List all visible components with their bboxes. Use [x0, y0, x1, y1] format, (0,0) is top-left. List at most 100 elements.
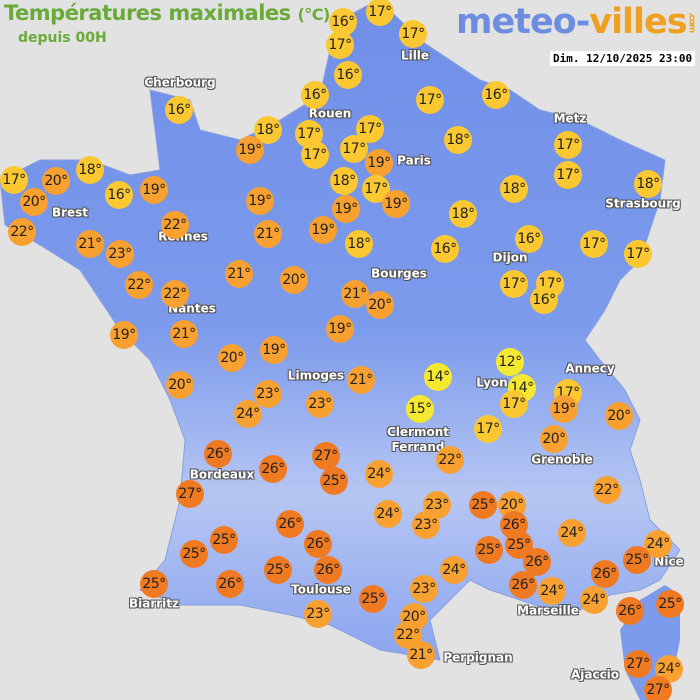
temperature-marker: 26° [304, 530, 332, 558]
temperature-marker: 16° [431, 235, 459, 263]
temperature-marker: 12° [496, 348, 524, 376]
temperature-marker: 21° [225, 260, 253, 288]
temperature-marker: 25° [180, 540, 208, 568]
temperature-marker: 22° [161, 280, 189, 308]
temperature-marker: 21° [170, 320, 198, 348]
city-label: Ajaccio [570, 667, 620, 682]
temperature-marker: 19° [260, 336, 288, 364]
temperature-marker: 19° [246, 187, 274, 215]
temperature-marker: 18° [634, 170, 662, 198]
temperature-marker: 27° [176, 480, 204, 508]
temperature-marker: 17° [500, 390, 528, 418]
temperature-marker: 26° [259, 455, 287, 483]
temperature-marker: 19° [365, 149, 393, 177]
map-title: Températures maximales (°C) [4, 1, 330, 25]
temperature-marker: 17° [580, 230, 608, 258]
city-label: Perpignan [443, 650, 513, 665]
temperature-marker: 23° [304, 600, 332, 628]
temperature-marker: 23° [106, 240, 134, 268]
temperature-marker: 26° [509, 571, 537, 599]
temperature-marker: 26° [591, 560, 619, 588]
temperature-marker: 21° [347, 366, 375, 394]
temperature-marker: 22° [8, 218, 36, 246]
temperature-marker: 18° [500, 175, 528, 203]
temperature-marker: 22° [125, 271, 153, 299]
temperature-marker: 24° [644, 530, 672, 558]
temperature-marker: 17° [326, 31, 354, 59]
temperature-marker: 17° [399, 20, 427, 48]
temperature-marker: 25° [623, 546, 651, 574]
city-label: Nice [654, 554, 684, 569]
temperature-marker: 18° [345, 230, 373, 258]
temperature-marker: 16° [105, 181, 133, 209]
city-label: Strasbourg [605, 196, 681, 211]
temperature-marker: 27° [624, 650, 652, 678]
temperature-marker: 23° [254, 380, 282, 408]
city-label: Metz [553, 111, 587, 126]
temperature-marker: 25° [140, 570, 168, 598]
temperature-marker: 22° [593, 476, 621, 504]
temperature-marker: 26° [276, 510, 304, 538]
temperature-marker: 21° [341, 280, 369, 308]
temperature-marker: 17° [416, 86, 444, 114]
temperature-marker: 23° [423, 491, 451, 519]
temperature-marker: 25° [320, 467, 348, 495]
temperature-marker: 17° [500, 270, 528, 298]
temperature-marker: 17° [301, 141, 329, 169]
temperature-marker: 24° [374, 500, 402, 528]
temperature-marker: 16° [482, 81, 510, 109]
city-label: Annecy [565, 361, 615, 376]
temperature-marker: 25° [210, 526, 238, 554]
temperature-marker: 22° [436, 446, 464, 474]
city-label: Marseille [517, 603, 579, 618]
temperature-marker: 17° [0, 166, 28, 194]
temperature-marker: 24° [234, 400, 262, 428]
temperature-marker: 20° [218, 344, 246, 372]
city-label: Biarritz [128, 596, 180, 611]
temperature-marker: 16° [530, 286, 558, 314]
temperature-marker: 25° [359, 585, 387, 613]
datetime-label: Dim. 12/10/2025 23:00 [550, 51, 696, 66]
temperature-marker: 20° [42, 167, 70, 195]
temperature-marker: 17° [554, 161, 582, 189]
city-label: Brest [51, 205, 89, 220]
logo[interactable]: meteo-villes .com [456, 2, 697, 42]
temperature-marker: 16° [165, 96, 193, 124]
temperature-marker: 26° [616, 597, 644, 625]
temperature-marker: 19° [140, 176, 168, 204]
temperature-marker: 25° [505, 531, 533, 559]
city-label: Lille [400, 48, 430, 63]
city-label: Rouen [308, 106, 352, 121]
temperature-marker: 19° [550, 395, 578, 423]
temperature-marker: 20° [366, 291, 394, 319]
temperature-marker: 21° [254, 220, 282, 248]
temperature-marker: 20° [20, 188, 48, 216]
temperature-marker: 23° [412, 511, 440, 539]
temperature-marker: 15° [406, 395, 434, 423]
city-label: Limoges [287, 368, 345, 383]
temperature-marker: 27° [312, 442, 340, 470]
temperature-marker: 19° [332, 195, 360, 223]
temperature-marker: 18° [444, 126, 472, 154]
temperature-marker: 20° [605, 402, 633, 430]
city-label: Bordeaux [189, 467, 255, 482]
temperature-marker: 17° [340, 135, 368, 163]
city-label: Paris [397, 153, 431, 168]
temperature-marker: 17° [474, 415, 502, 443]
city-label: Dijon [492, 250, 528, 265]
temperature-marker: 20° [280, 266, 308, 294]
temperature-marker: 20° [540, 425, 568, 453]
temperature-marker: 24° [538, 577, 566, 605]
temperature-marker: 17° [366, 0, 394, 26]
temperature-marker: 21° [407, 641, 435, 669]
temperature-marker: 16° [334, 61, 362, 89]
temperature-marker: 25° [264, 556, 292, 584]
city-label: Toulouse [291, 582, 351, 597]
temperature-marker: 24° [440, 556, 468, 584]
city-label: Grenoble [531, 452, 593, 467]
temperature-marker: 19° [110, 321, 138, 349]
temperature-marker: 16° [301, 81, 329, 109]
temperature-marker: 25° [469, 491, 497, 519]
temperature-marker: 19° [382, 190, 410, 218]
temperature-marker: 14° [424, 363, 452, 391]
